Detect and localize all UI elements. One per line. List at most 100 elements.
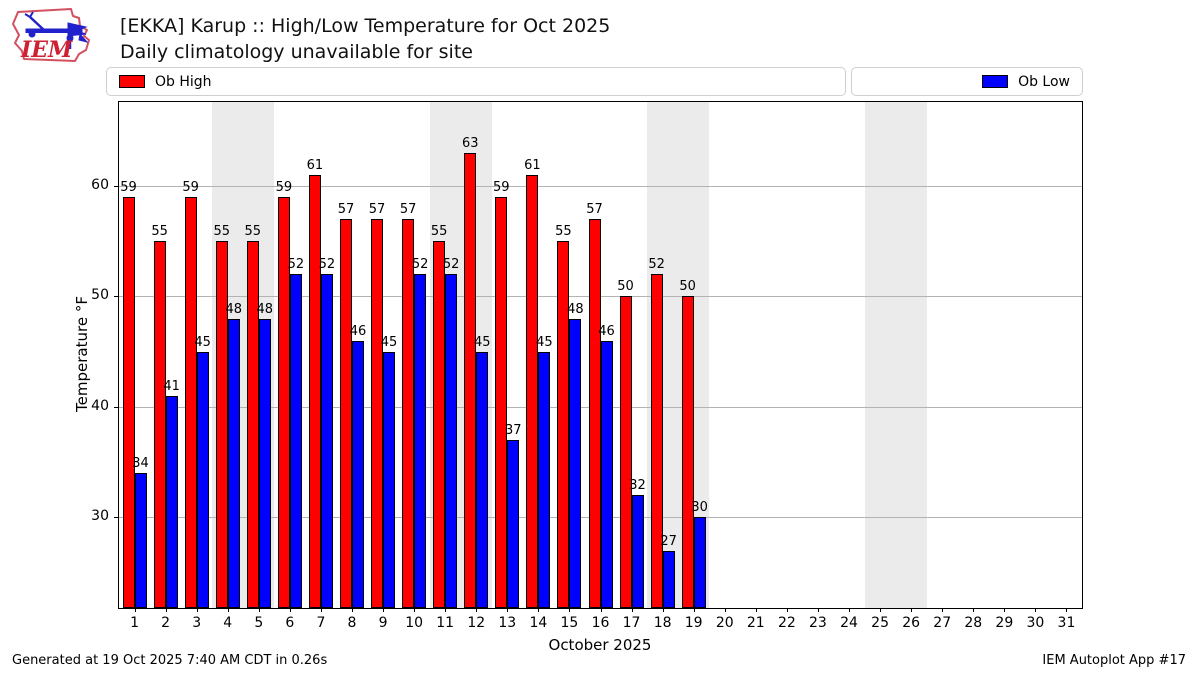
iem-logo-text: IEM <box>20 37 73 63</box>
y-tick-mark <box>114 185 119 187</box>
x-tick-label: 23 <box>809 615 827 631</box>
y-tick-label: 60 <box>91 176 109 193</box>
low-value-label: 48 <box>225 301 242 317</box>
high-bar <box>339 219 352 608</box>
x-tick-mark <box>724 608 726 612</box>
x-tick-label: 1 <box>130 615 139 631</box>
x-tick-label: 16 <box>591 615 610 631</box>
x-tick-mark <box>662 608 664 612</box>
x-tick-label: 17 <box>622 615 641 631</box>
high-bar <box>184 197 197 608</box>
low-bar <box>227 318 240 608</box>
low-value-label: 48 <box>256 301 274 317</box>
low-value-label: 27 <box>660 533 677 549</box>
high-value-label: 57 <box>337 202 355 218</box>
x-tick-label: 22 <box>777 615 796 631</box>
low-bar <box>693 517 706 608</box>
low-value-label: 45 <box>536 334 553 350</box>
low-value-label: 52 <box>442 257 460 273</box>
y-tick-label: 40 <box>91 397 109 414</box>
ob-high-swatch <box>119 75 145 88</box>
low-value-label: 41 <box>163 378 180 394</box>
x-tick-mark <box>786 608 788 612</box>
x-tick-mark <box>414 608 416 612</box>
ob-low-swatch <box>982 75 1009 88</box>
low-value-label: 52 <box>318 257 336 273</box>
x-tick-mark <box>631 608 633 612</box>
high-bar <box>215 241 228 608</box>
x-tick-mark <box>258 608 260 612</box>
x-tick-mark <box>1035 608 1037 612</box>
high-bar <box>277 197 290 608</box>
x-tick-label: 30 <box>1026 615 1045 631</box>
app-credit-text: IEM Autoplot App #17 <box>1042 653 1186 668</box>
low-bar <box>414 274 427 608</box>
high-bar <box>402 219 415 608</box>
high-value-label: 59 <box>275 180 293 195</box>
y-tick-mark <box>114 517 119 519</box>
low-bar <box>289 274 302 608</box>
x-axis-title: October 2025 <box>548 636 652 654</box>
x-tick-mark <box>538 608 540 612</box>
low-value-label: 45 <box>194 334 211 350</box>
high-value-label: 50 <box>679 279 696 295</box>
x-tick-label: 27 <box>933 615 952 631</box>
y-gridline <box>119 185 1082 187</box>
x-tick-mark <box>227 608 229 612</box>
x-tick-label: 4 <box>223 615 233 631</box>
low-bar <box>258 318 271 608</box>
x-tick-mark <box>973 608 975 612</box>
low-bar <box>320 274 333 608</box>
x-tick-label: 3 <box>192 615 202 631</box>
high-bar <box>371 219 384 608</box>
x-tick-label: 13 <box>498 615 517 631</box>
high-value-label: 61 <box>306 157 324 173</box>
x-tick-label: 28 <box>964 615 983 631</box>
x-tick-mark <box>849 608 851 612</box>
high-bar <box>153 241 166 608</box>
low-value-label: 46 <box>598 323 615 339</box>
x-tick-mark <box>942 608 944 612</box>
high-bar <box>433 241 446 608</box>
high-value-label: 57 <box>586 202 603 218</box>
high-bar <box>495 197 508 608</box>
weathervane-icon <box>24 11 89 49</box>
high-value-label: 55 <box>430 224 448 240</box>
high-value-label: 52 <box>648 257 665 273</box>
high-bar <box>557 241 570 608</box>
low-bar <box>165 395 178 608</box>
low-bar <box>383 351 396 608</box>
high-value-label: 55 <box>244 224 262 240</box>
chart-titles: [EKKA] Karup :: High/Low Temperature for… <box>120 13 610 65</box>
high-bar <box>526 174 539 608</box>
ob-high-label: Ob High <box>155 73 212 90</box>
y-tick-mark <box>114 296 119 298</box>
x-tick-label: 19 <box>684 615 703 631</box>
iem-logo: IEM <box>12 8 90 63</box>
legend: Ob High Ob Low <box>106 67 1083 96</box>
high-value-label: 63 <box>461 135 479 151</box>
x-tick-mark <box>1004 608 1006 612</box>
x-tick-label: 15 <box>560 615 579 631</box>
x-tick-mark <box>289 608 291 612</box>
x-tick-label: 29 <box>995 615 1014 631</box>
x-tick-mark <box>755 608 757 612</box>
x-tick-mark <box>134 608 136 612</box>
high-value-label: 59 <box>493 180 510 195</box>
low-value-label: 46 <box>349 323 367 339</box>
low-value-label: 30 <box>691 500 708 516</box>
high-value-label: 57 <box>399 202 417 218</box>
x-tick-mark <box>320 608 322 612</box>
low-bar <box>507 440 520 608</box>
high-bar <box>650 274 663 608</box>
x-tick-label: 12 <box>467 615 486 631</box>
low-value-label: 37 <box>505 423 522 439</box>
generated-at-text: Generated at 19 Oct 2025 7:40 AM CDT in … <box>12 653 328 668</box>
low-bar <box>445 274 458 608</box>
x-tick-mark <box>476 608 478 612</box>
high-value-label: 59 <box>182 180 199 195</box>
legend-item-ob-low: Ob Low <box>851 67 1083 96</box>
x-tick-label: 7 <box>316 615 326 631</box>
x-tick-mark <box>196 608 198 612</box>
ob-low-label: Ob Low <box>1018 73 1070 90</box>
